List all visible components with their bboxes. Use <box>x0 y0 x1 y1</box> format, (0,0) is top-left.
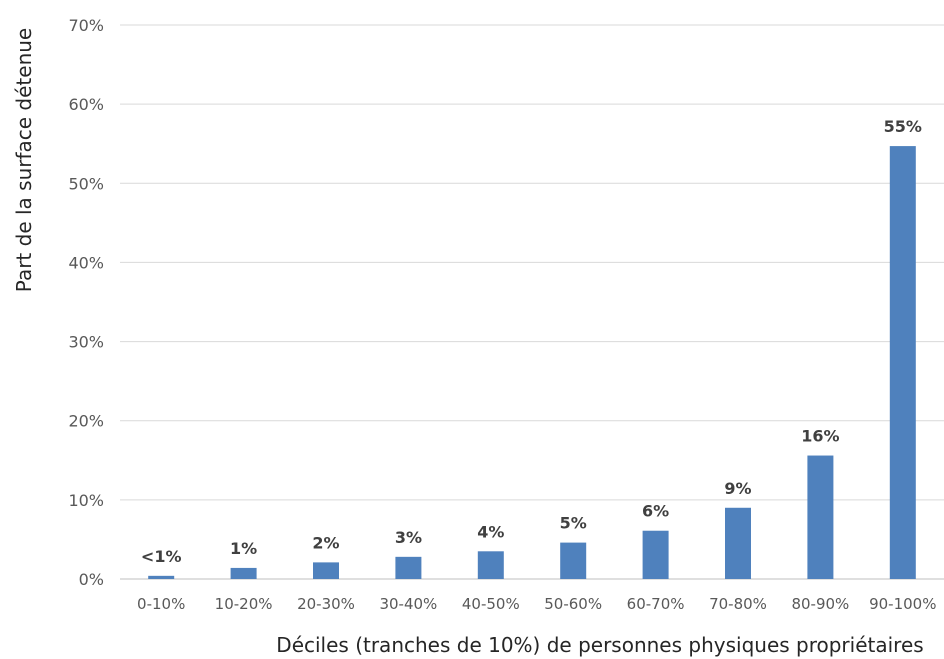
data-label: 3% <box>395 528 422 547</box>
y-tick-label: 50% <box>68 174 104 193</box>
x-axis-title: Déciles (tranches de 10%) de personnes p… <box>276 633 923 657</box>
x-tick-label: 0-10% <box>137 595 185 613</box>
y-tick-label: 20% <box>68 412 104 431</box>
bar <box>477 551 504 579</box>
bar <box>230 567 257 579</box>
bars <box>148 146 916 580</box>
x-tick-label: 10-20% <box>215 595 273 613</box>
y-tick-label: 60% <box>68 95 104 114</box>
x-tick-label: 30-40% <box>379 595 437 613</box>
data-label: 4% <box>477 522 504 541</box>
bar <box>725 507 751 579</box>
data-label: 16% <box>801 427 839 446</box>
y-tick-label: 30% <box>68 333 104 352</box>
data-label: 1% <box>230 539 257 558</box>
x-tick-label: 20-30% <box>297 595 355 613</box>
y-tick-label: 10% <box>68 491 104 510</box>
gridlines <box>120 24 944 580</box>
x-tick-label: 70-80% <box>709 595 767 613</box>
bar <box>148 575 175 579</box>
data-label: 6% <box>642 502 669 521</box>
y-tick-label: 70% <box>68 16 104 35</box>
bar <box>395 556 422 579</box>
x-tick-label: 40-50% <box>462 595 520 613</box>
bar <box>889 146 916 580</box>
x-tick-label: 90-100% <box>869 595 936 613</box>
x-tick-label: 60-70% <box>627 595 685 613</box>
data-label: 55% <box>884 117 922 136</box>
data-label: 5% <box>560 514 587 533</box>
data-label: <1% <box>141 547 182 566</box>
bar <box>560 542 587 579</box>
data-label: 2% <box>312 533 339 552</box>
bar <box>807 455 834 579</box>
bar <box>642 530 669 579</box>
x-tick-label: 80-90% <box>791 595 849 613</box>
x-axis-categories: 0-10% 10-20% 20-30% 30-40% 40-50% 50-60% 60-70… <box>137 595 936 613</box>
y-axis-title: Part de la surface détenue <box>12 28 36 292</box>
bar <box>313 562 339 579</box>
data-label: 9% <box>724 479 751 498</box>
x-tick-label: 50-60% <box>544 595 602 613</box>
data-labels: <1% 1% 2% 3% 4% 5% 6% 9% 16% 55% <box>141 117 922 566</box>
y-tick-label: 40% <box>68 253 104 272</box>
y-axis-ticks: 0% 10% 20% 30% 40% 50% 60% 70% <box>68 16 104 589</box>
y-tick-label: 0% <box>79 570 104 589</box>
